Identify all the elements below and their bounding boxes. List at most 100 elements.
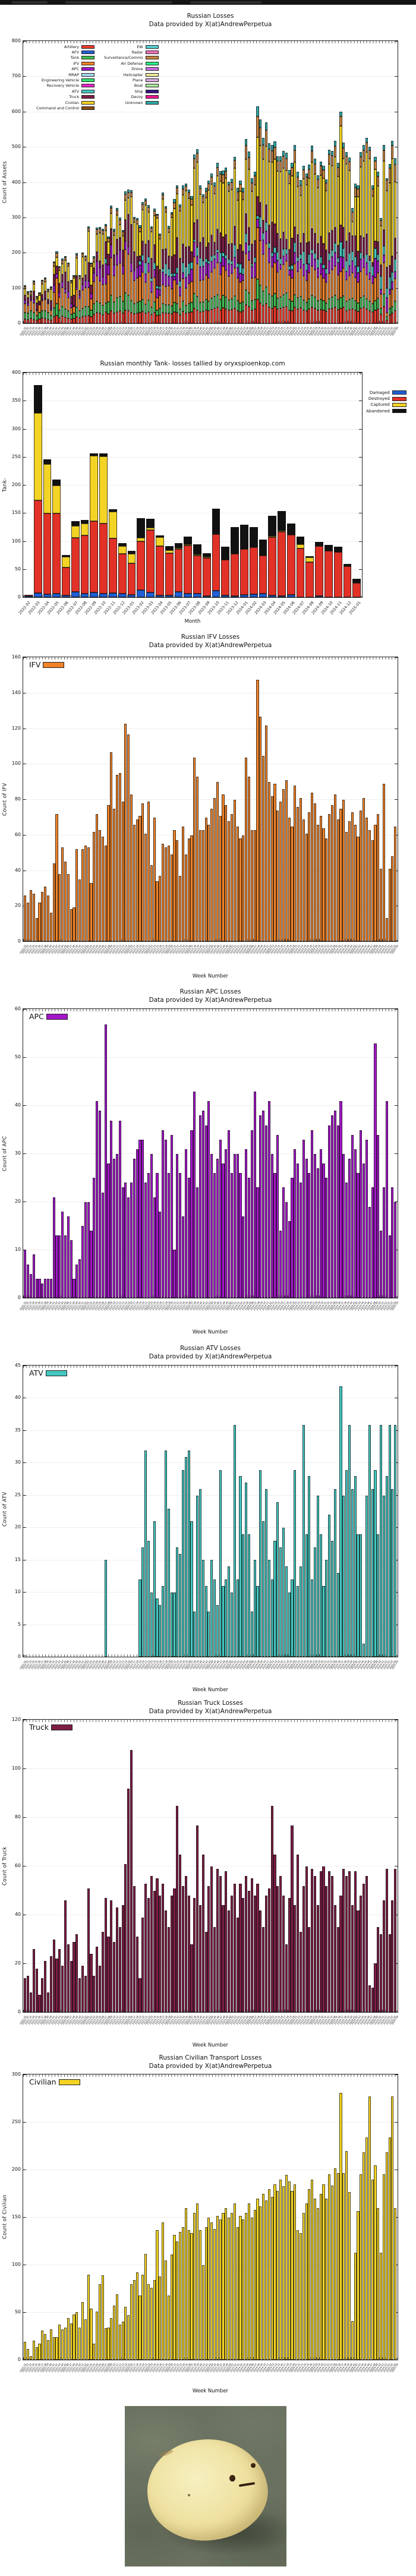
- bar-segment: [328, 163, 331, 233]
- bar: [305, 1866, 308, 2012]
- bar-segment: [250, 278, 253, 301]
- bar-segment: [247, 1178, 251, 1298]
- bar-segment: [313, 259, 317, 270]
- bar-segment: [107, 242, 110, 254]
- bar-segment: [70, 319, 73, 323]
- bar-segment: [345, 2151, 348, 2360]
- bar-segment: [121, 229, 124, 232]
- bar-segment: [305, 302, 308, 311]
- bar-segment: [70, 1961, 73, 2012]
- bar-segment: [179, 204, 182, 207]
- bar-segment: [118, 219, 121, 225]
- bar-segment: [32, 300, 35, 304]
- y-tick-label: 150: [11, 510, 21, 516]
- bar: [104, 223, 107, 323]
- bar-segment: [385, 1101, 388, 1298]
- bar: [374, 1470, 377, 1657]
- bar-segment: [388, 1235, 391, 1298]
- bar: [32, 1254, 35, 1298]
- bar-segment: [328, 150, 331, 155]
- bar-segment: [58, 874, 61, 941]
- bar-segment: [282, 249, 285, 257]
- bar: [44, 1278, 47, 1298]
- bar-segment: [27, 1264, 30, 1298]
- bar: [138, 815, 141, 941]
- bar-segment: [70, 314, 73, 319]
- bar-segment: [276, 260, 279, 273]
- bar: [124, 1183, 127, 1298]
- bar-segment: [115, 298, 118, 312]
- y-tick-label: 800: [11, 38, 21, 43]
- bar-segment: [357, 1534, 360, 1657]
- bar-segment: [291, 1178, 294, 1298]
- bar: [339, 808, 342, 941]
- bar: [90, 2308, 93, 2360]
- bar-segment: [156, 213, 159, 215]
- bar: [264, 1896, 268, 2012]
- legend-label: Plane: [133, 78, 143, 83]
- bar: [184, 183, 187, 323]
- bar: [385, 2152, 388, 2360]
- gridline: [23, 2122, 398, 2123]
- bar-segment: [273, 262, 276, 294]
- bar-segment: [81, 253, 84, 257]
- legend-item: Command and Control: [36, 105, 95, 111]
- bar-segment: [322, 178, 325, 244]
- bar-segment: [213, 2229, 216, 2360]
- bar-segment: [230, 244, 234, 261]
- bar-segment: [394, 310, 397, 323]
- bar: [288, 1221, 291, 1298]
- y-tick-label: 160: [11, 654, 21, 660]
- bar-segment: [245, 159, 248, 214]
- bar-segment: [267, 248, 270, 263]
- bar-segment: [201, 301, 204, 311]
- bar-segment: [27, 303, 30, 306]
- bar-segment: [159, 314, 162, 323]
- bar-segment: [147, 204, 150, 207]
- bar-segment: [294, 144, 297, 151]
- bar: [170, 1134, 173, 1298]
- bar-segment: [193, 1092, 196, 1298]
- bar-segment: [313, 803, 317, 941]
- bar-segment: [385, 179, 388, 191]
- bar: [333, 1905, 336, 2012]
- bar-segment: [276, 272, 279, 299]
- bar-segment: [124, 191, 127, 195]
- bar-segment: [388, 1934, 391, 2012]
- bar-segment: [305, 556, 314, 558]
- bar: [207, 2218, 210, 2360]
- bar-segment: [61, 1966, 64, 2012]
- bar-segment: [363, 307, 365, 323]
- bar-segment: [294, 307, 297, 323]
- bar-segment: [291, 167, 294, 176]
- bar: [330, 150, 334, 323]
- bar-segment: [222, 2213, 225, 2360]
- bar-segment: [44, 278, 47, 282]
- bar-segment: [228, 2218, 231, 2360]
- bar-segment: [113, 808, 116, 941]
- axis-minor-ticks: [23, 1654, 398, 1657]
- bar-segment: [351, 812, 354, 941]
- bar-segment: [133, 2280, 135, 2360]
- bar: [75, 1934, 78, 2012]
- bar-segment: [357, 196, 360, 252]
- bar-segment: [286, 595, 295, 597]
- axis-minor-ticks: [23, 2010, 398, 2012]
- bar-segment: [345, 261, 348, 272]
- bar-segment: [153, 1197, 156, 1298]
- bar-segment: [333, 2168, 336, 2360]
- bar: [41, 2330, 44, 2360]
- bar: [104, 1560, 107, 1657]
- bar-segment: [264, 205, 268, 222]
- bar-segment: [267, 294, 270, 308]
- bar: [184, 537, 193, 597]
- bar-segment: [282, 294, 285, 307]
- bar-segment: [250, 1130, 253, 1298]
- bar-segment: [164, 248, 168, 264]
- bar-segment: [187, 838, 190, 941]
- bar-segment: [61, 288, 64, 307]
- bar-segment: [44, 298, 47, 300]
- bar: [62, 554, 70, 597]
- bar-segment: [201, 266, 204, 280]
- bar-segment: [380, 308, 383, 315]
